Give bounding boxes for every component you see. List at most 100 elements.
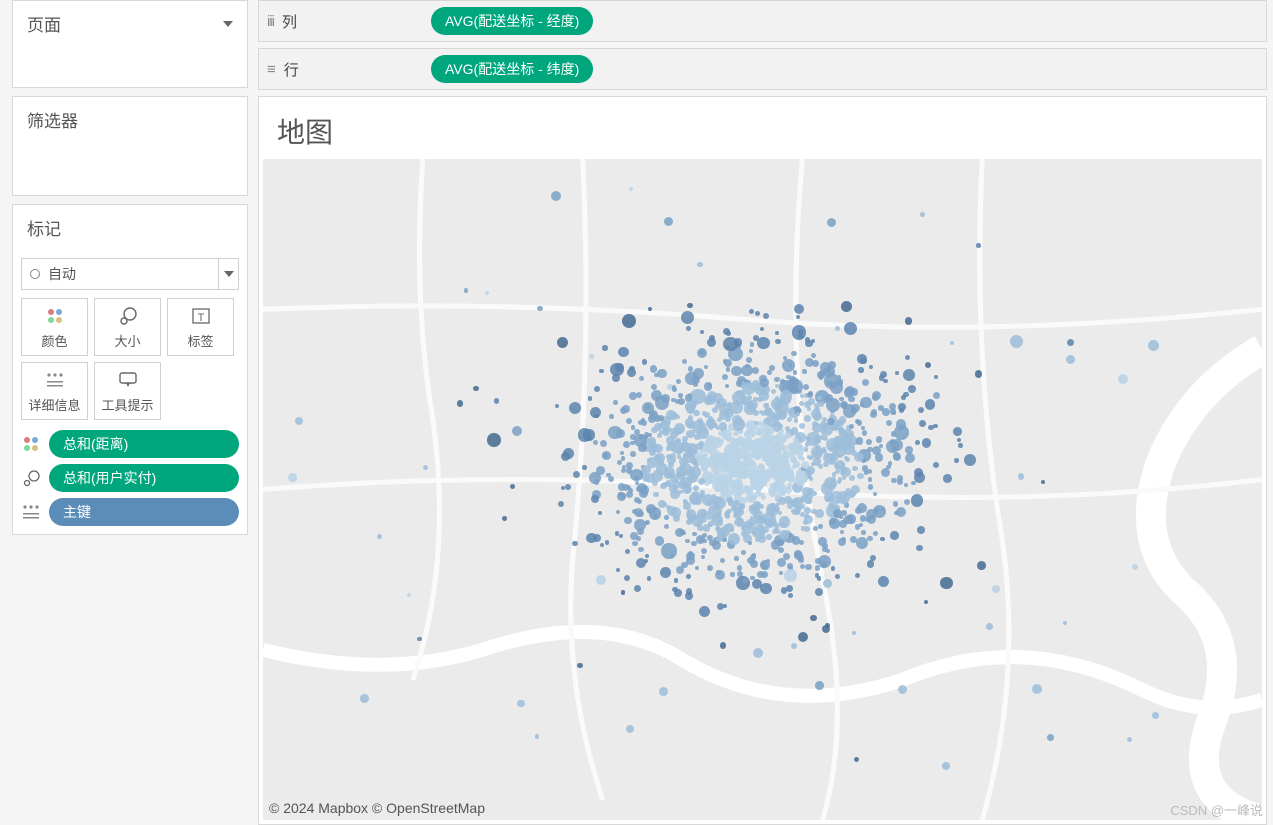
map-point[interactable] xyxy=(760,583,771,594)
map-point[interactable] xyxy=(670,554,674,558)
map-point[interactable] xyxy=(832,472,836,476)
map-point[interactable] xyxy=(487,433,501,447)
map-point[interactable] xyxy=(815,558,820,563)
map-point[interactable] xyxy=(707,501,712,506)
map-point[interactable] xyxy=(600,543,604,547)
map-point[interactable] xyxy=(895,371,899,375)
map-point[interactable] xyxy=(661,420,670,429)
map-point[interactable] xyxy=(775,528,780,533)
mark-pill-row[interactable]: 主键 xyxy=(21,498,239,526)
filters-panel-header[interactable]: 筛选器 xyxy=(13,97,247,142)
map-point[interactable] xyxy=(659,687,668,696)
map-point[interactable] xyxy=(883,379,888,384)
map-point[interactable] xyxy=(901,395,906,400)
map-point[interactable] xyxy=(741,550,746,555)
marks-panel-header[interactable]: 标记 xyxy=(13,205,247,250)
map-point[interactable] xyxy=(708,416,714,422)
map-point[interactable] xyxy=(890,531,899,540)
map-point[interactable] xyxy=(682,436,687,441)
map-point[interactable] xyxy=(789,408,794,413)
map-point[interactable] xyxy=(699,441,703,445)
map-point[interactable] xyxy=(767,522,772,527)
map-point[interactable] xyxy=(632,509,637,514)
map-point[interactable] xyxy=(696,521,701,526)
map-point[interactable] xyxy=(737,565,743,571)
map-point[interactable] xyxy=(1047,734,1054,741)
map-point[interactable] xyxy=(645,520,650,525)
map-point[interactable] xyxy=(807,407,811,411)
map-point[interactable] xyxy=(731,366,741,376)
map-point[interactable] xyxy=(650,365,658,373)
map-point[interactable] xyxy=(741,365,752,376)
map-point[interactable] xyxy=(798,455,803,460)
map-point[interactable] xyxy=(624,575,630,581)
chevron-down-icon[interactable] xyxy=(223,21,233,27)
map-point[interactable] xyxy=(1018,473,1025,480)
pages-panel-header[interactable]: 页面 xyxy=(13,1,247,46)
map-point[interactable] xyxy=(602,451,611,460)
map-point[interactable] xyxy=(992,585,1000,593)
map-point[interactable] xyxy=(893,453,901,461)
map-point[interactable] xyxy=(758,531,765,538)
map-point[interactable] xyxy=(868,477,872,481)
map-point[interactable] xyxy=(894,425,909,440)
map-point[interactable] xyxy=(798,558,803,563)
map-point[interactable] xyxy=(861,530,865,534)
map-point[interactable] xyxy=(940,577,952,589)
map-point[interactable] xyxy=(741,461,747,467)
map-point[interactable] xyxy=(782,459,789,466)
map-point[interactable] xyxy=(866,439,872,445)
map-point[interactable] xyxy=(689,466,701,478)
map-point[interactable] xyxy=(855,573,860,578)
map-point[interactable] xyxy=(613,400,618,405)
map-point[interactable] xyxy=(838,477,843,482)
map-point[interactable] xyxy=(626,725,634,733)
map-point[interactable] xyxy=(676,566,684,574)
map-point[interactable] xyxy=(905,355,910,360)
mark-type-select[interactable]: 自动 xyxy=(21,258,239,290)
map-point[interactable] xyxy=(841,301,852,312)
map-point[interactable] xyxy=(804,526,810,532)
map-point[interactable] xyxy=(867,536,873,542)
map-point[interactable] xyxy=(778,511,782,515)
map-point[interactable] xyxy=(867,560,875,568)
map-point[interactable] xyxy=(618,347,629,358)
map-point[interactable] xyxy=(878,576,889,587)
mark-card-size[interactable]: 大小 xyxy=(94,298,161,356)
map-point[interactable] xyxy=(763,313,769,319)
map-point[interactable] xyxy=(757,397,763,403)
map-point[interactable] xyxy=(1067,339,1074,346)
map-point[interactable] xyxy=(743,578,748,583)
map-point[interactable] xyxy=(804,497,811,504)
map-point[interactable] xyxy=(620,493,626,499)
map-point[interactable] xyxy=(820,561,827,568)
map-point[interactable] xyxy=(752,367,759,374)
map-point[interactable] xyxy=(859,523,863,527)
map-point[interactable] xyxy=(760,422,765,427)
map-point[interactable] xyxy=(818,537,827,546)
map-point[interactable] xyxy=(954,458,958,462)
map-point[interactable] xyxy=(818,524,823,529)
map-point[interactable] xyxy=(672,385,677,390)
map-point[interactable] xyxy=(766,534,771,539)
map-point[interactable] xyxy=(825,623,830,628)
map-point[interactable] xyxy=(784,433,790,439)
map-point[interactable] xyxy=(823,462,829,468)
map-point[interactable] xyxy=(933,462,939,468)
map-point[interactable] xyxy=(747,399,752,404)
map-point[interactable] xyxy=(824,492,834,502)
map-point[interactable] xyxy=(713,423,718,428)
map-point[interactable] xyxy=(753,648,763,658)
map-point[interactable] xyxy=(609,414,614,419)
map-point[interactable] xyxy=(688,415,693,420)
map-point[interactable] xyxy=(636,536,641,541)
map-point[interactable] xyxy=(630,469,642,481)
map-point[interactable] xyxy=(844,322,857,335)
map-point[interactable] xyxy=(686,509,696,519)
map-point[interactable] xyxy=(925,362,931,368)
map-point[interactable] xyxy=(750,576,754,580)
map-point[interactable] xyxy=(826,398,840,412)
map-point[interactable] xyxy=(763,470,768,475)
map-point[interactable] xyxy=(677,454,682,459)
map-point[interactable] xyxy=(1152,712,1159,719)
